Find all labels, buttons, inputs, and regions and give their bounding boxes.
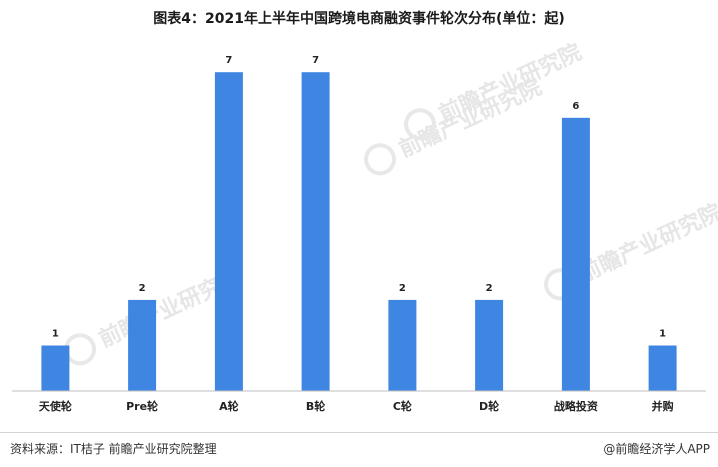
- svg-text:前瞻产业研究院: 前瞻产业研究院: [575, 199, 718, 288]
- bar-series: [41, 72, 677, 392]
- bar-4: [388, 299, 417, 391]
- category-label-2: A轮: [219, 399, 239, 413]
- source-note: 资料来源：IT桔子 前瞻产业研究院整理: [10, 442, 217, 456]
- brand-credit: @前瞻经济学人APP: [603, 442, 710, 456]
- bar-3: [301, 72, 330, 391]
- footer: 资料来源：IT桔子 前瞻产业研究院整理 @前瞻经济学人APP: [0, 432, 718, 467]
- value-label-0: 1: [52, 329, 59, 340]
- bar-0: [41, 345, 70, 391]
- value-label-2: 7: [225, 55, 232, 66]
- bar-2: [214, 72, 243, 391]
- category-labels: 天使轮 Pre轮 A轮 B轮 C轮 D轮 战略投资 并购: [39, 399, 674, 413]
- category-label-6: 战略投资: [554, 399, 598, 413]
- chart-title: 图表4：2021年上半年中国跨境电商融资事件轮次分布(单位：起): [153, 11, 565, 27]
- category-label-3: B轮: [306, 399, 325, 413]
- category-label-5: D轮: [479, 399, 499, 413]
- category-label-1: Pre轮: [126, 399, 158, 413]
- category-label-7: 并购: [652, 399, 674, 413]
- value-label-1: 2: [139, 283, 146, 294]
- bar-5: [475, 299, 504, 391]
- bar-6: [561, 117, 590, 392]
- value-labels: 1 2 7 7 2 2 6 1: [52, 55, 666, 339]
- bar-7: [648, 345, 677, 391]
- svg-text:前瞻产业研究院: 前瞻产业研究院: [435, 39, 586, 128]
- value-label-7: 1: [659, 329, 666, 340]
- bar-1: [128, 299, 157, 391]
- category-label-0: 天使轮: [39, 399, 72, 413]
- value-label-6: 6: [572, 101, 579, 112]
- value-label-3: 7: [312, 55, 319, 66]
- value-label-5: 2: [486, 283, 493, 294]
- value-label-4: 2: [399, 283, 406, 294]
- category-label-4: C轮: [393, 399, 412, 413]
